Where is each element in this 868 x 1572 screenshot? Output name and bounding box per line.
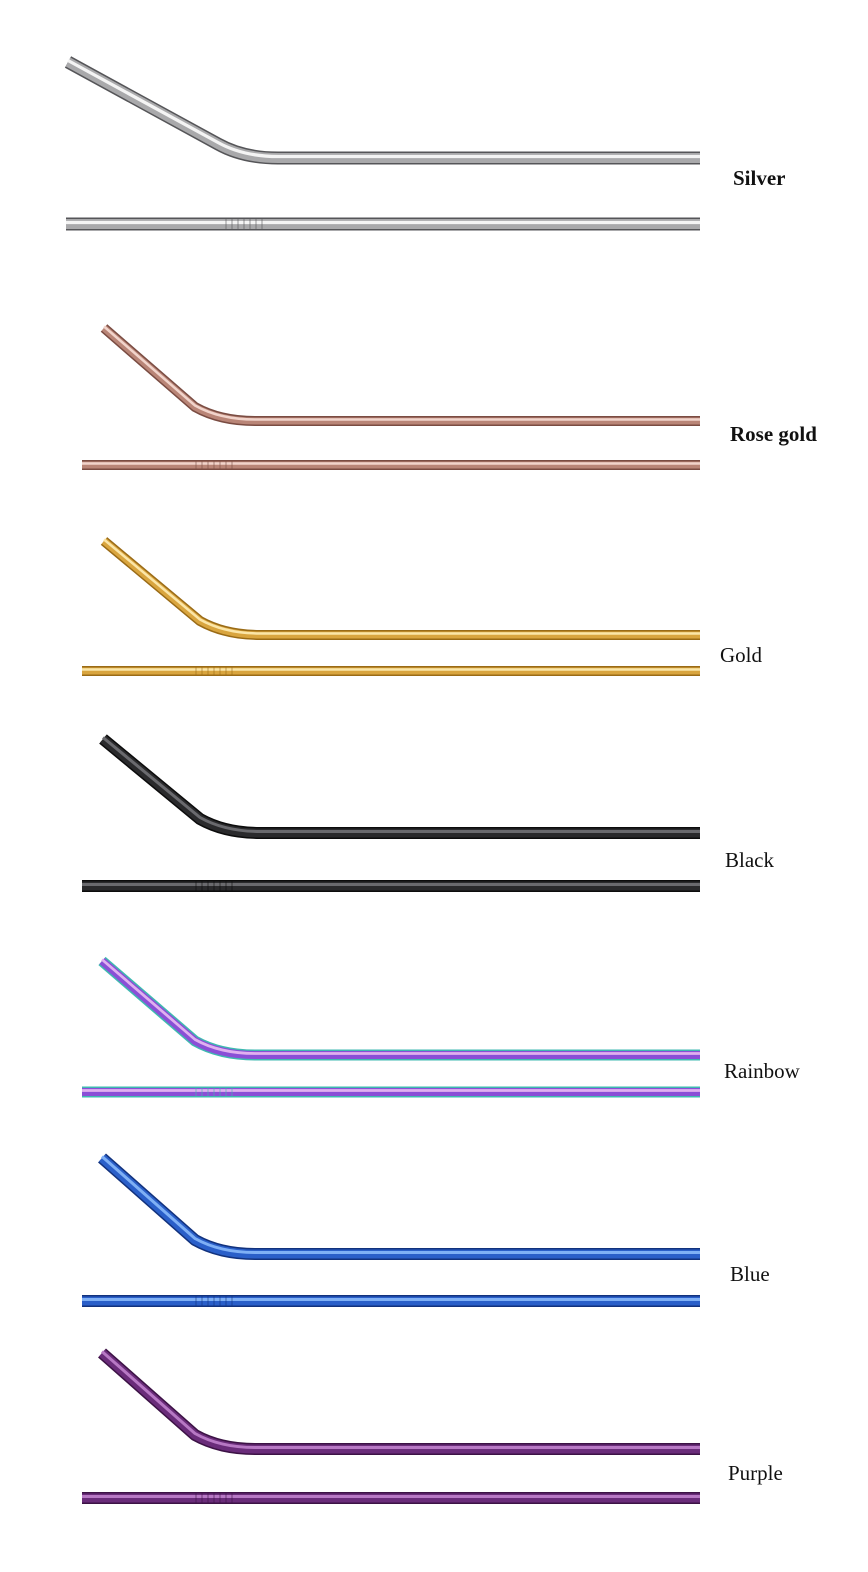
straight-straw — [66, 217, 700, 231]
ribbed-section — [195, 461, 233, 469]
color-label: Black — [725, 848, 774, 872]
bent-straw — [100, 324, 700, 426]
bent-straw — [98, 956, 700, 1061]
ribbed-section — [195, 1493, 233, 1503]
straight-straw — [82, 666, 700, 676]
straight-straw — [82, 880, 700, 892]
straight-straw — [82, 1295, 700, 1307]
color-label: Rose gold — [730, 422, 817, 446]
straw-pair-blue — [82, 1153, 700, 1307]
straw-pair-rose-gold — [82, 324, 700, 470]
ribbed-section — [195, 667, 233, 675]
color-label: Rainbow — [724, 1059, 800, 1083]
color-label: Purple — [728, 1461, 783, 1485]
color-label: Gold — [720, 643, 762, 667]
bent-straw — [98, 1348, 700, 1455]
straw-pair-silver — [64, 56, 700, 231]
bent-straw — [100, 537, 700, 640]
straw-pair-black — [82, 734, 700, 892]
bent-straw — [64, 56, 700, 165]
straight-straw — [82, 1492, 700, 1504]
color-label: Silver — [733, 166, 786, 190]
straight-straw — [82, 460, 700, 470]
straight-straw — [82, 1086, 700, 1098]
bent-straw — [98, 1153, 700, 1260]
color-label: Blue — [730, 1262, 770, 1286]
bent-straw — [99, 734, 700, 839]
ribbed-section — [195, 881, 233, 891]
straw-pair-purple — [82, 1348, 700, 1504]
ribbed-section — [225, 218, 263, 230]
straw-pair-rainbow — [82, 956, 700, 1098]
ribbed-section — [195, 1087, 233, 1097]
ribbed-section — [195, 1296, 233, 1306]
straw-pair-gold — [82, 537, 700, 676]
